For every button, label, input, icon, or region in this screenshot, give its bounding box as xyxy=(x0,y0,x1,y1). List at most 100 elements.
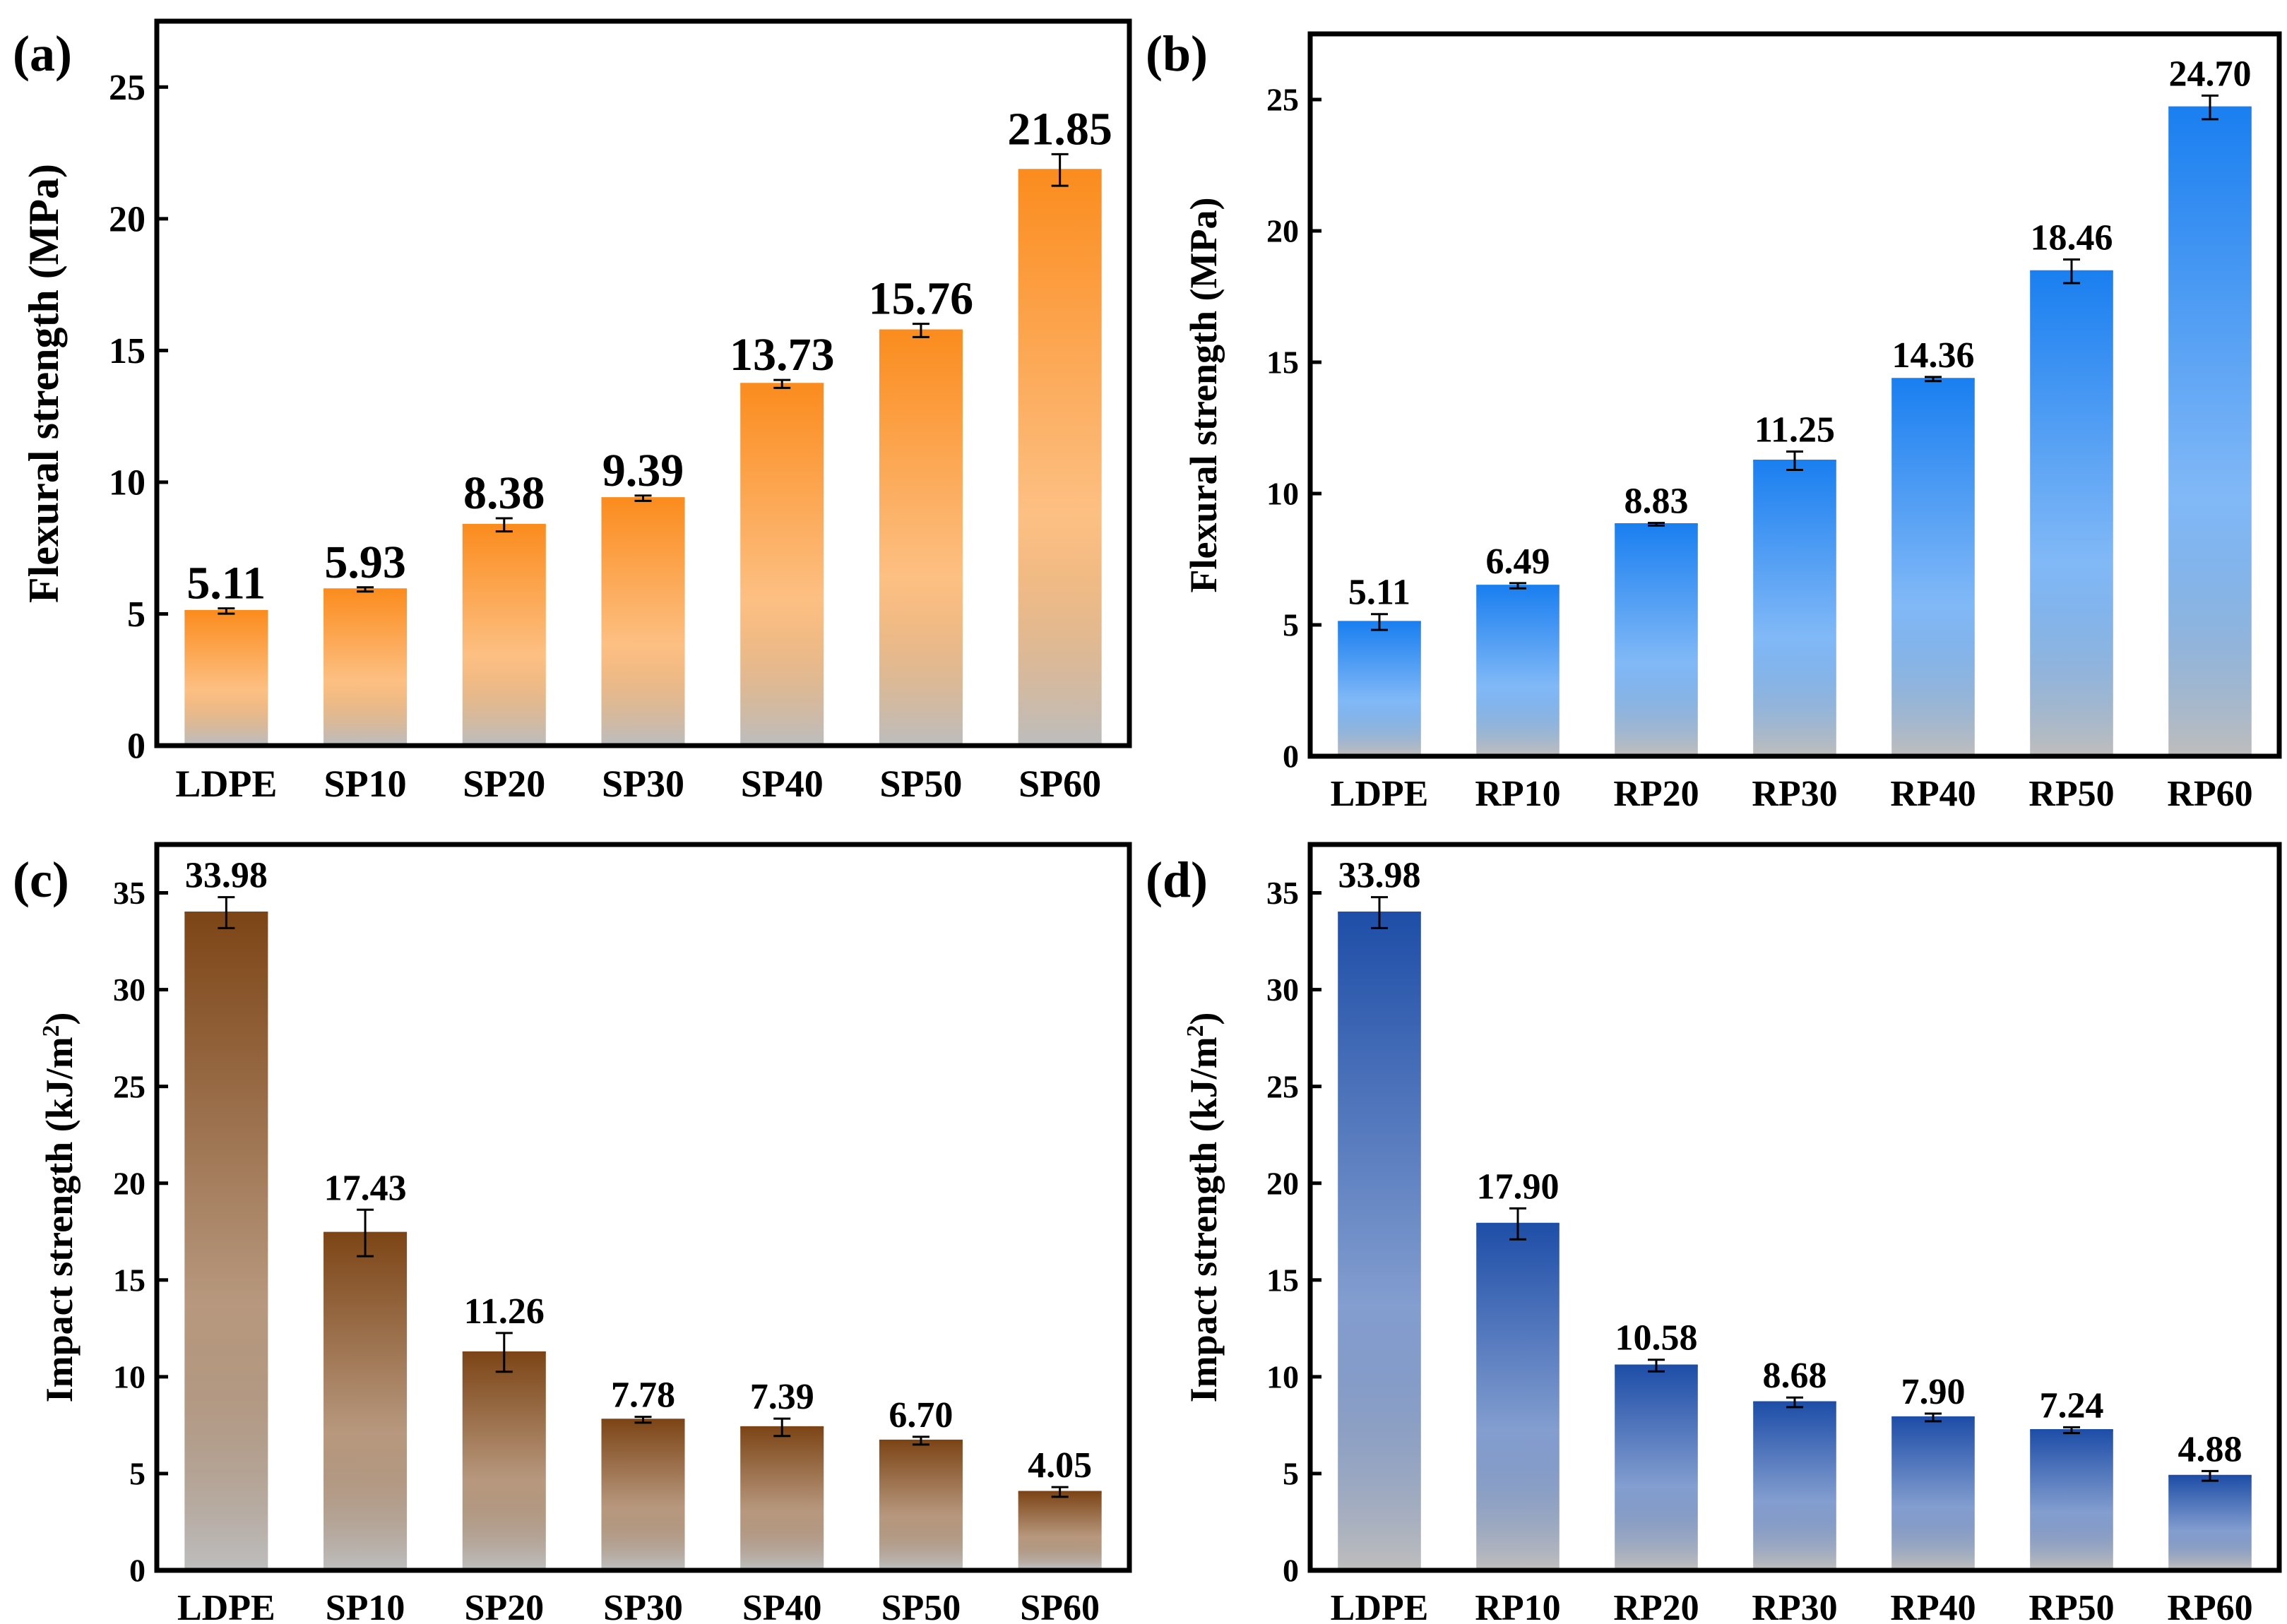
error-bar xyxy=(2063,1426,2080,1435)
error-bar xyxy=(1786,1396,1803,1409)
bar-sp20 xyxy=(462,1352,546,1568)
plot-frame xyxy=(1307,31,2282,759)
y-tick-label: 25 xyxy=(113,1068,145,1104)
x-category-label: RP10 xyxy=(1475,774,1560,814)
value-label: 6.49 xyxy=(1486,542,1550,582)
value-label: 4.88 xyxy=(2178,1429,2243,1469)
x-category-label: SP50 xyxy=(879,763,962,805)
x-category-label: RP40 xyxy=(1890,774,1976,814)
error-bar xyxy=(1786,450,1803,472)
value-label: 17.43 xyxy=(324,1168,407,1208)
x-category-label: SP30 xyxy=(602,763,684,805)
x-category-label: RP20 xyxy=(1613,1588,1699,1624)
y-tick-label: 20 xyxy=(113,1165,145,1201)
value-label: 5.11 xyxy=(186,558,266,609)
x-category-label: SP10 xyxy=(326,1588,405,1624)
y-axis-title: Impact strength (kJ/m2) xyxy=(1182,1013,1225,1403)
y-tick-label: 30 xyxy=(1266,972,1299,1008)
y-tick-label: 10 xyxy=(1266,1359,1299,1395)
value-label: 8.38 xyxy=(463,467,545,519)
value-label: 6.70 xyxy=(889,1395,953,1435)
x-category-label: SP40 xyxy=(741,763,824,805)
value-label: 33.98 xyxy=(1338,856,1421,896)
x-category-label: RP60 xyxy=(2167,774,2252,814)
y-tick-label: 20 xyxy=(109,199,145,239)
bar-ldpe xyxy=(1338,621,1421,754)
value-label: 7.39 xyxy=(750,1377,814,1417)
value-label: 17.90 xyxy=(1477,1166,1560,1207)
error-bar xyxy=(1051,1486,1069,1498)
value-label: 21.85 xyxy=(1007,103,1112,155)
chart-panel-a: (a) 0 5 10 15 20 25 Flexural strength (MPa) 5.11… xyxy=(13,18,1132,805)
value-label: 13.73 xyxy=(730,329,835,381)
bar-rp40 xyxy=(1891,1417,1975,1568)
y-tick-label: 25 xyxy=(1266,1068,1299,1104)
error-bar xyxy=(1648,1359,1665,1373)
error-bar xyxy=(495,517,513,533)
error-bar xyxy=(634,1416,652,1424)
error-bar xyxy=(1509,582,1526,590)
x-category-label: LDPE xyxy=(1331,1588,1429,1624)
error-bar xyxy=(773,1417,791,1438)
x-category-label: LDPE xyxy=(175,763,277,805)
bar-sp40 xyxy=(740,1427,824,1568)
error-bar xyxy=(1648,522,1665,527)
bar-sp60 xyxy=(1018,169,1102,744)
error-bar xyxy=(634,494,652,502)
x-category-label: SP60 xyxy=(1018,763,1101,805)
x-category-label: SP20 xyxy=(463,763,545,805)
y-tick-label: 15 xyxy=(1266,1262,1299,1298)
x-category-label: SP40 xyxy=(742,1588,822,1624)
value-label: 7.90 xyxy=(1901,1372,1966,1412)
bar-rp30 xyxy=(1753,1402,1836,1568)
value-label: 15.76 xyxy=(869,273,974,325)
error-bar xyxy=(2202,94,2218,121)
chart-panel-c: (c) 0 5 10 15 20 25 30 35 Impact strength (kJ/m2)… xyxy=(13,842,1132,1624)
y-tick-label: 30 xyxy=(113,972,145,1008)
value-label: 10.58 xyxy=(1615,1318,1698,1359)
chart-panel-d: (d) 0 5 10 15 20 25 30 35 Impact strength (kJ/m2)… xyxy=(1146,842,2282,1624)
bar-sp50 xyxy=(879,1440,963,1568)
y-tick-label: 0 xyxy=(1283,739,1299,775)
y-tick-label: 5 xyxy=(127,595,145,635)
value-label: 8.83 xyxy=(1624,482,1689,522)
value-label: 8.68 xyxy=(1763,1356,1827,1396)
x-category-label: SP20 xyxy=(464,1588,544,1624)
bar-sp30 xyxy=(601,1419,685,1568)
y-tick-label: 5 xyxy=(129,1456,145,1492)
x-category-label: SP60 xyxy=(1020,1588,1100,1624)
chart-panel-b: (b) 0 5 10 15 20 25 Flexural strength (MPa) 5.11… xyxy=(1146,25,2282,814)
bar-rp50 xyxy=(2030,271,2113,754)
panel-label: (b) xyxy=(1146,25,1208,82)
y-tick-label: 20 xyxy=(1266,213,1299,249)
x-category-label: RP30 xyxy=(1752,774,1837,814)
plot-frame xyxy=(154,842,1132,1573)
bar-rp10 xyxy=(1476,585,1560,754)
x-category-label: RP60 xyxy=(2167,1588,2252,1624)
y-tick-label: 15 xyxy=(113,1262,145,1298)
error-bar xyxy=(773,378,791,389)
x-category-label: SP30 xyxy=(603,1588,683,1624)
bar-ldpe xyxy=(184,912,268,1568)
error-bar xyxy=(2202,1469,2218,1482)
x-category-label: RP50 xyxy=(2028,1588,2114,1624)
y-tick-label: 10 xyxy=(1266,476,1299,512)
x-category-label: SP50 xyxy=(881,1588,961,1624)
x-category-label: SP10 xyxy=(324,763,407,805)
error-bar xyxy=(1925,1412,1942,1423)
bar-sp20 xyxy=(462,525,546,744)
value-label: 9.39 xyxy=(602,445,684,496)
bar-rp50 xyxy=(2030,1430,2113,1568)
error-bar xyxy=(357,1208,374,1258)
bar-sp10 xyxy=(323,589,408,744)
error-bar xyxy=(357,586,374,593)
bar-ldpe xyxy=(1338,912,1421,1568)
y-tick-label: 20 xyxy=(1266,1165,1299,1201)
plot-frame xyxy=(154,18,1132,748)
y-tick-label: 25 xyxy=(109,68,145,108)
value-label: 11.25 xyxy=(1754,410,1835,450)
y-tick-label: 0 xyxy=(129,1553,145,1589)
y-tick-label: 5 xyxy=(1283,1456,1299,1492)
y-axis-title: Impact strength (kJ/m2) xyxy=(38,1013,81,1403)
